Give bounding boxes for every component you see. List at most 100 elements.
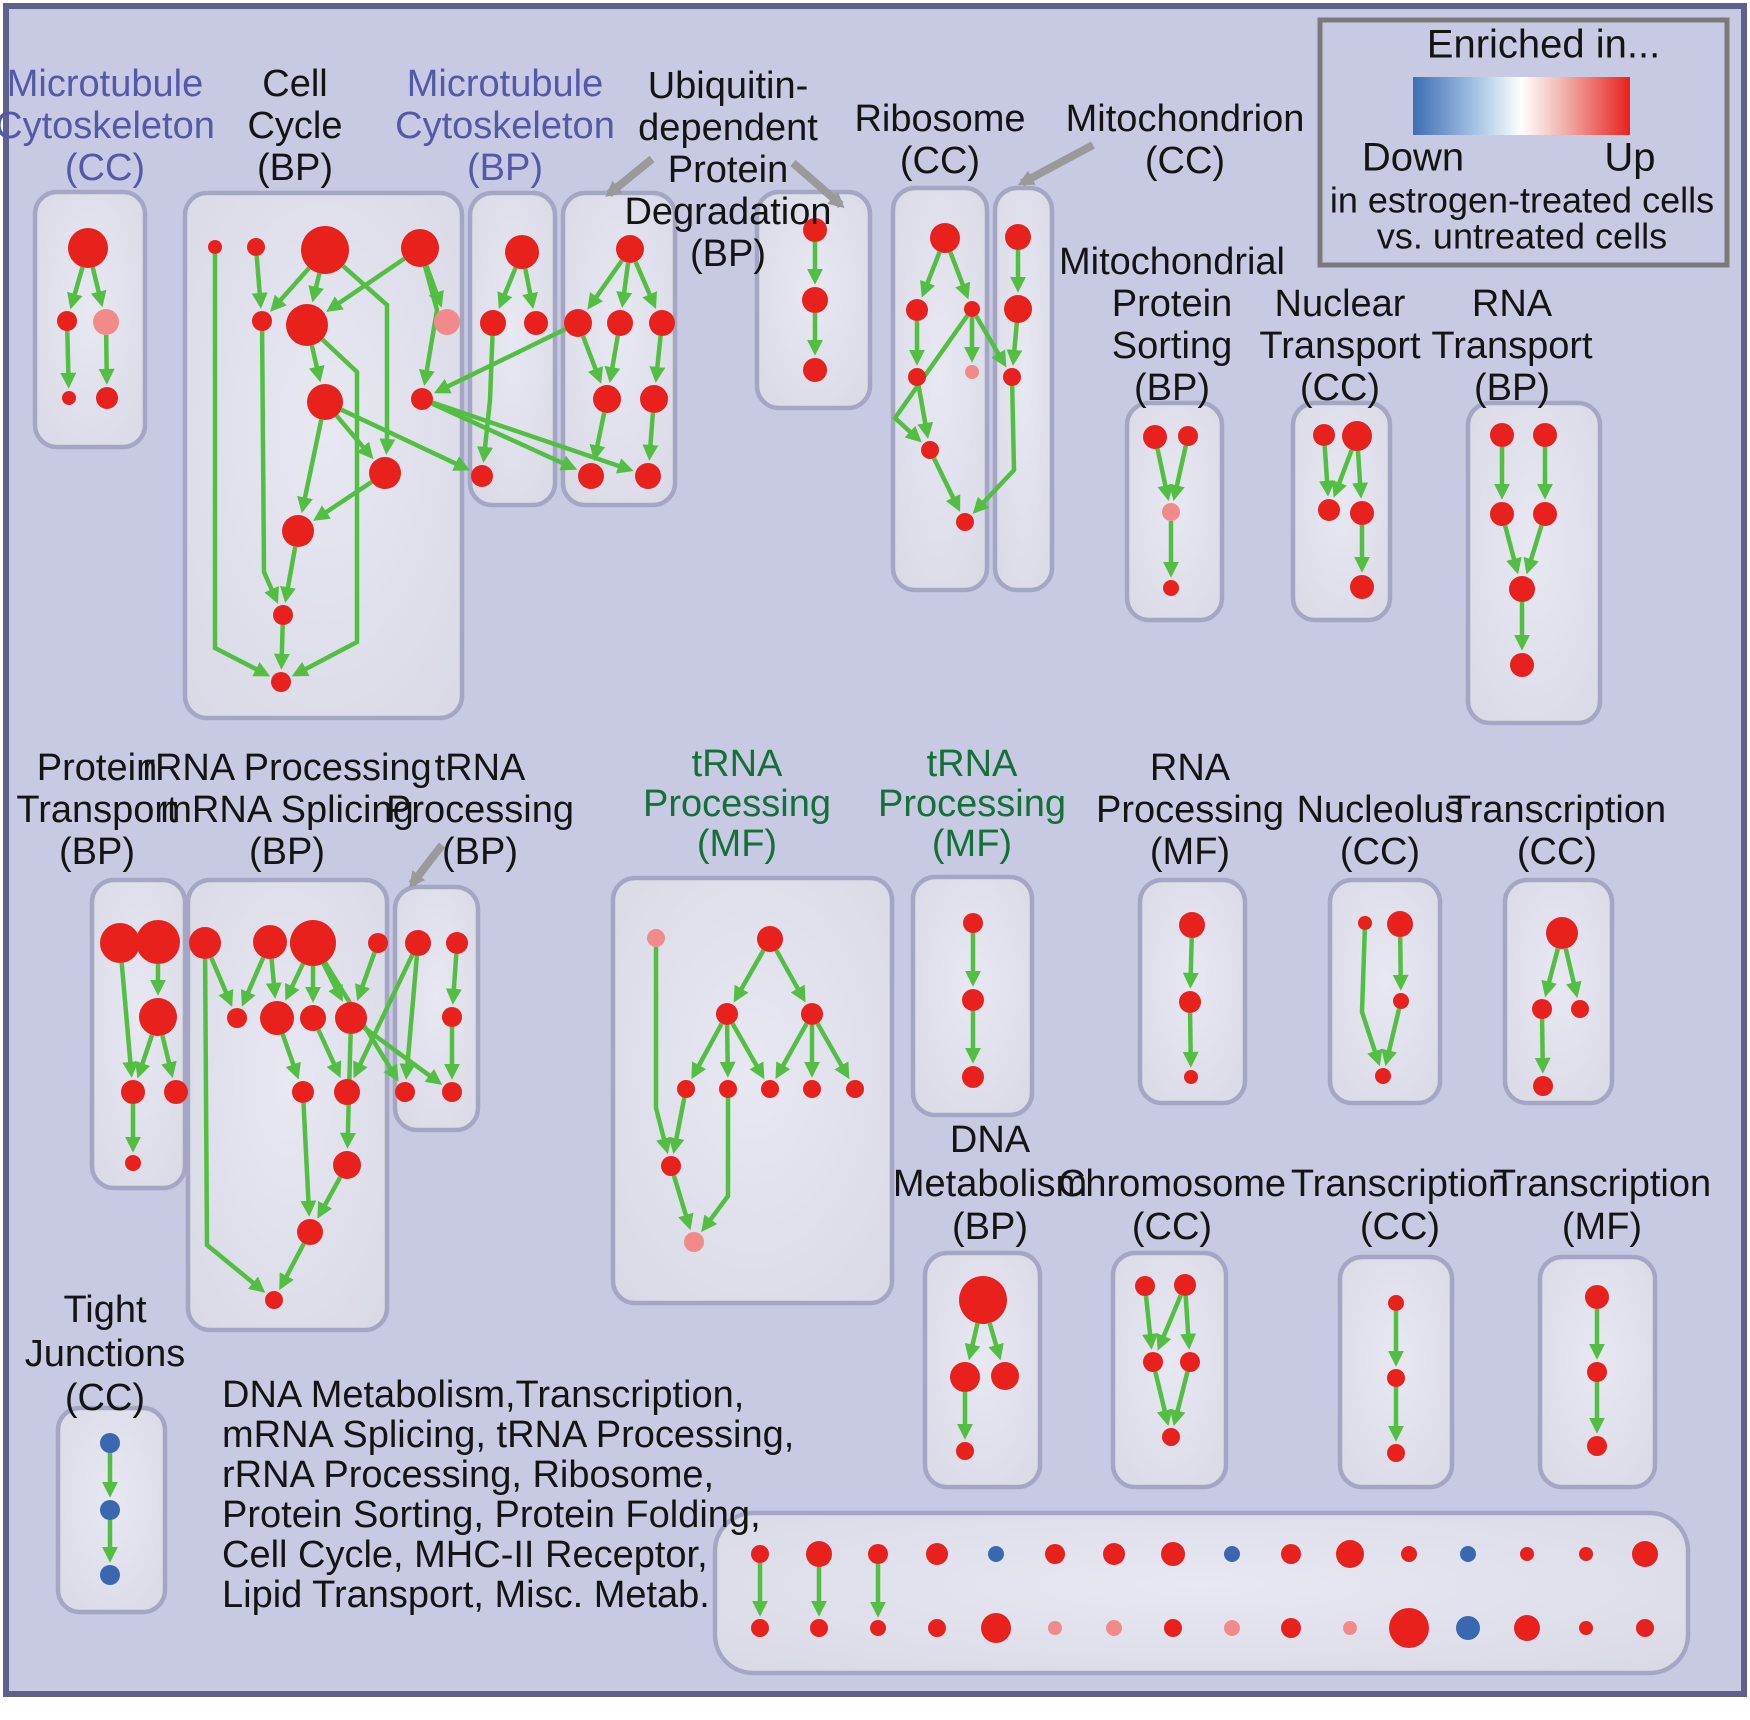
edge-cellcycle-n11-n12 xyxy=(280,546,298,604)
group-box-tmf1 xyxy=(610,875,895,1306)
node-tmf2-v1 xyxy=(963,913,983,933)
edge-cellcycle-n6-n8 xyxy=(308,344,325,383)
node-cellcycle-n5 xyxy=(252,311,272,331)
edge-ribosome-sr-mid xyxy=(892,314,970,443)
node-tj-v2 xyxy=(100,1500,120,1520)
node-ubiq1-r4r xyxy=(635,463,661,489)
node-rrna-A xyxy=(189,927,221,959)
node-tmf2-v2 xyxy=(962,989,984,1011)
group-box-mtbp xyxy=(467,190,558,508)
cross-edge-5 xyxy=(972,385,1017,514)
legend-gradient-bar xyxy=(1413,77,1630,135)
node-pt-f xyxy=(125,1155,141,1171)
node-strip-c9-top xyxy=(1281,1544,1301,1564)
group-label-chrom: Chromosome(CC) xyxy=(1058,1163,1286,1248)
edge-nucl-big-m xyxy=(1392,936,1409,991)
node-ubiq2-u1 xyxy=(803,218,827,242)
node-mtcc-a xyxy=(68,228,108,268)
edge-rrna-L-M xyxy=(279,1242,306,1291)
group-label-line: Protein xyxy=(37,747,157,789)
edge-cellcycle-n1-n13 xyxy=(212,254,271,677)
legend-up-label: Up xyxy=(1604,136,1655,180)
edge-tmf1-mr-b5 xyxy=(815,1022,850,1080)
edge-chrom-mr-b xyxy=(1169,1371,1190,1427)
node-dnam-ml xyxy=(950,1362,980,1392)
group-label-line: Transport xyxy=(1431,325,1593,367)
node-strip-c11-top xyxy=(1401,1546,1417,1562)
node-strip-c5-top xyxy=(1045,1544,1065,1564)
node-rnat-c xyxy=(1509,576,1535,602)
group-label-line: (CC) xyxy=(1300,367,1380,409)
node-nuct-ml xyxy=(1318,499,1340,521)
node-strip-c7-top xyxy=(1161,1542,1185,1566)
edge-tbp-t1-bl xyxy=(399,955,420,1080)
node-strip-c12-bottom xyxy=(1456,1616,1480,1640)
edge-mito-m2-m3 xyxy=(1006,322,1023,366)
node-strip-c7-bottom xyxy=(1164,1619,1182,1637)
node-tmf1-mr xyxy=(801,1003,823,1025)
node-strip-c14-top xyxy=(1579,1547,1593,1561)
node-cellcycle-n6 xyxy=(286,304,328,346)
group-label-line: Processing xyxy=(643,783,831,825)
layer-labels: MicrotubuleCytoskeleton(CC)CellCycle(BP)… xyxy=(0,17,1730,1616)
edge-rpmf-v2-v3 xyxy=(1182,1012,1199,1068)
edge-nuct-big-ml xyxy=(1331,449,1354,498)
group-label-line: (MF) xyxy=(1562,1206,1642,1248)
edge-rrna-A-M xyxy=(202,958,266,1293)
node-dnam-b xyxy=(956,1442,974,1460)
group-label-txcc3: Transcription(CC) xyxy=(1291,1163,1509,1248)
edge-tmf1-ml-b3 xyxy=(730,1022,765,1080)
node-rrna-B xyxy=(253,925,287,959)
node-cellcycle-n9 xyxy=(411,388,433,410)
edge-rpmf-v1-v2 xyxy=(1182,937,1199,989)
group-label-line: RNA xyxy=(1472,283,1553,325)
cross-edge-0 xyxy=(340,407,471,471)
node-ubiq1-r2r xyxy=(649,310,675,336)
node-rpmf-v3 xyxy=(1184,1070,1198,1084)
misc-text-line: Protein Sorting, Protein Folding, xyxy=(222,1494,761,1536)
cross-edge-3 xyxy=(433,327,567,394)
node-ribosome-bot xyxy=(956,513,974,531)
group-label-line: Cell xyxy=(262,63,327,105)
edge-cellcycle-n3-n5 xyxy=(270,266,311,312)
group-label-line: Chromosome xyxy=(1058,1163,1286,1205)
edge-cellcycle-n5-n12 xyxy=(259,330,279,604)
group-label-line: (CC) xyxy=(1517,831,1597,873)
group-label-line: (CC) xyxy=(65,1377,145,1419)
edge-ubiq1-r2l-r3m xyxy=(580,335,603,384)
node-mtbp-t xyxy=(505,235,539,269)
edge-ubiq1-r3m-r4m xyxy=(589,412,607,462)
node-pt-e xyxy=(164,1080,188,1104)
legend-down-label: Down xyxy=(1362,136,1464,180)
edge-cellcycle-n10-n11 xyxy=(313,480,373,521)
node-strip-c13-top xyxy=(1520,1547,1534,1561)
node-tj-v1 xyxy=(100,1433,120,1453)
edge-rrna-C-F xyxy=(285,962,306,1001)
group-label-line: (BP) xyxy=(690,233,766,275)
group-label-line: Protein xyxy=(1112,283,1232,325)
group-label-line: (BP) xyxy=(249,831,325,873)
node-tmf1-b2 xyxy=(719,1080,737,1098)
node-mtcc-e xyxy=(96,387,118,409)
group-label-line: mRNA Splicing xyxy=(160,789,413,831)
edge-tmf1-mr-b3 xyxy=(775,1022,809,1080)
edge-chrom-tr-ml xyxy=(1156,1294,1183,1351)
edge-tmf1-b2-bp xyxy=(701,1098,731,1233)
group-box-strip xyxy=(712,1510,1691,1676)
group-label-line: (CC) xyxy=(1132,1206,1212,1248)
node-tmf1-ml xyxy=(716,1003,738,1025)
node-rnat-b xyxy=(1510,653,1534,677)
node-ribosome-big xyxy=(930,223,960,253)
node-mtbp-b xyxy=(471,465,493,487)
node-strip-c1-top xyxy=(806,1541,832,1567)
legend-box xyxy=(1317,17,1730,268)
cross-edge-8 xyxy=(353,953,415,1079)
edge-txcc2-big-ml xyxy=(1541,947,1561,998)
edge-cellcycle-n4-n9 xyxy=(418,265,440,387)
group-label-line: tRNA xyxy=(435,747,526,789)
label-pointer-arrow-0 xyxy=(605,155,655,198)
